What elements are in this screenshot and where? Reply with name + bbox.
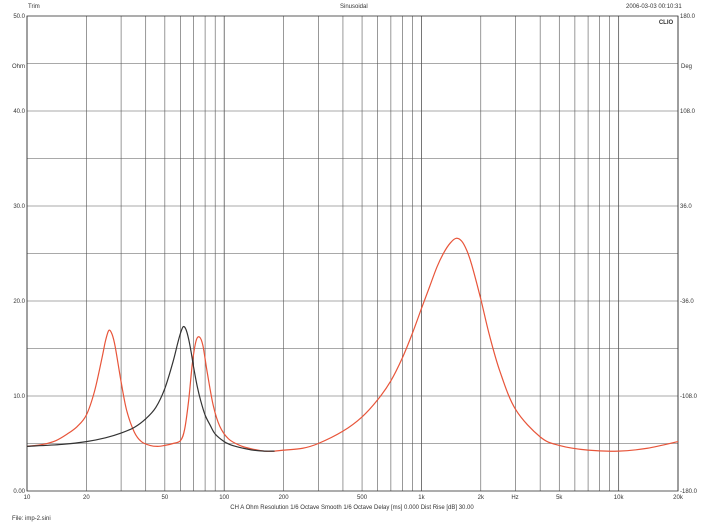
y-tick-label: 0.00 [13,489,25,495]
x-tick-label: 200 [279,495,290,501]
series-line-2 [26,325,275,452]
x-tick-label: 10 [24,495,31,501]
y2-tick-label: -36.0 [680,299,694,305]
y-tick-label: 10.0 [13,394,25,400]
y-tick-label: 30.0 [13,204,25,210]
x-tick-label: 20 [83,495,90,501]
x-tick-label: 1k [418,495,425,501]
y2-tick-label: -180.0 [680,489,698,495]
y-axis-unit: Ohm [12,64,25,70]
header-timestamp: 2006-03-03 00:10:31 [626,4,682,10]
plot-frame [26,15,679,492]
tick-labels: 10 20 50 100 200 500 1k 2k 5k 10k 20k 0.00 10.0 20.0 3… [13,14,697,501]
y2-axis-unit: Deg [681,64,692,70]
x-tick-label: 50 [162,495,169,501]
chart-grid [26,16,679,491]
footer-file: File: imp-2.sini [12,516,51,522]
x-tick-label: 10k [614,495,625,501]
footer-settings: CH A Ohm Resolution 1/6 Octave Smooth 1/… [230,505,474,511]
y2-tick-label: 36.0 [680,204,692,210]
logo-label: CLIO [659,20,674,26]
y-tick-label: 50.0 [13,14,25,20]
x-axis-unit: Hz [511,495,518,501]
header-left-label: Trim [28,4,40,10]
y2-tick-label: 108.0 [680,109,696,115]
y-tick-label: 40.0 [13,109,25,115]
x-tick-label: 100 [219,495,230,501]
header-title: Sinusoidal [340,4,368,10]
x-tick-label: 20k [673,495,684,501]
x-tick-label: 2k [478,495,485,501]
series-line-1 [26,237,679,452]
series-lines [26,237,679,452]
y-tick-label: 20.0 [13,299,25,305]
x-tick-label: 5k [556,495,563,501]
x-tick-label: 500 [357,495,368,501]
y2-tick-label: -108.0 [680,394,698,400]
y2-tick-label: 180.0 [680,14,696,20]
